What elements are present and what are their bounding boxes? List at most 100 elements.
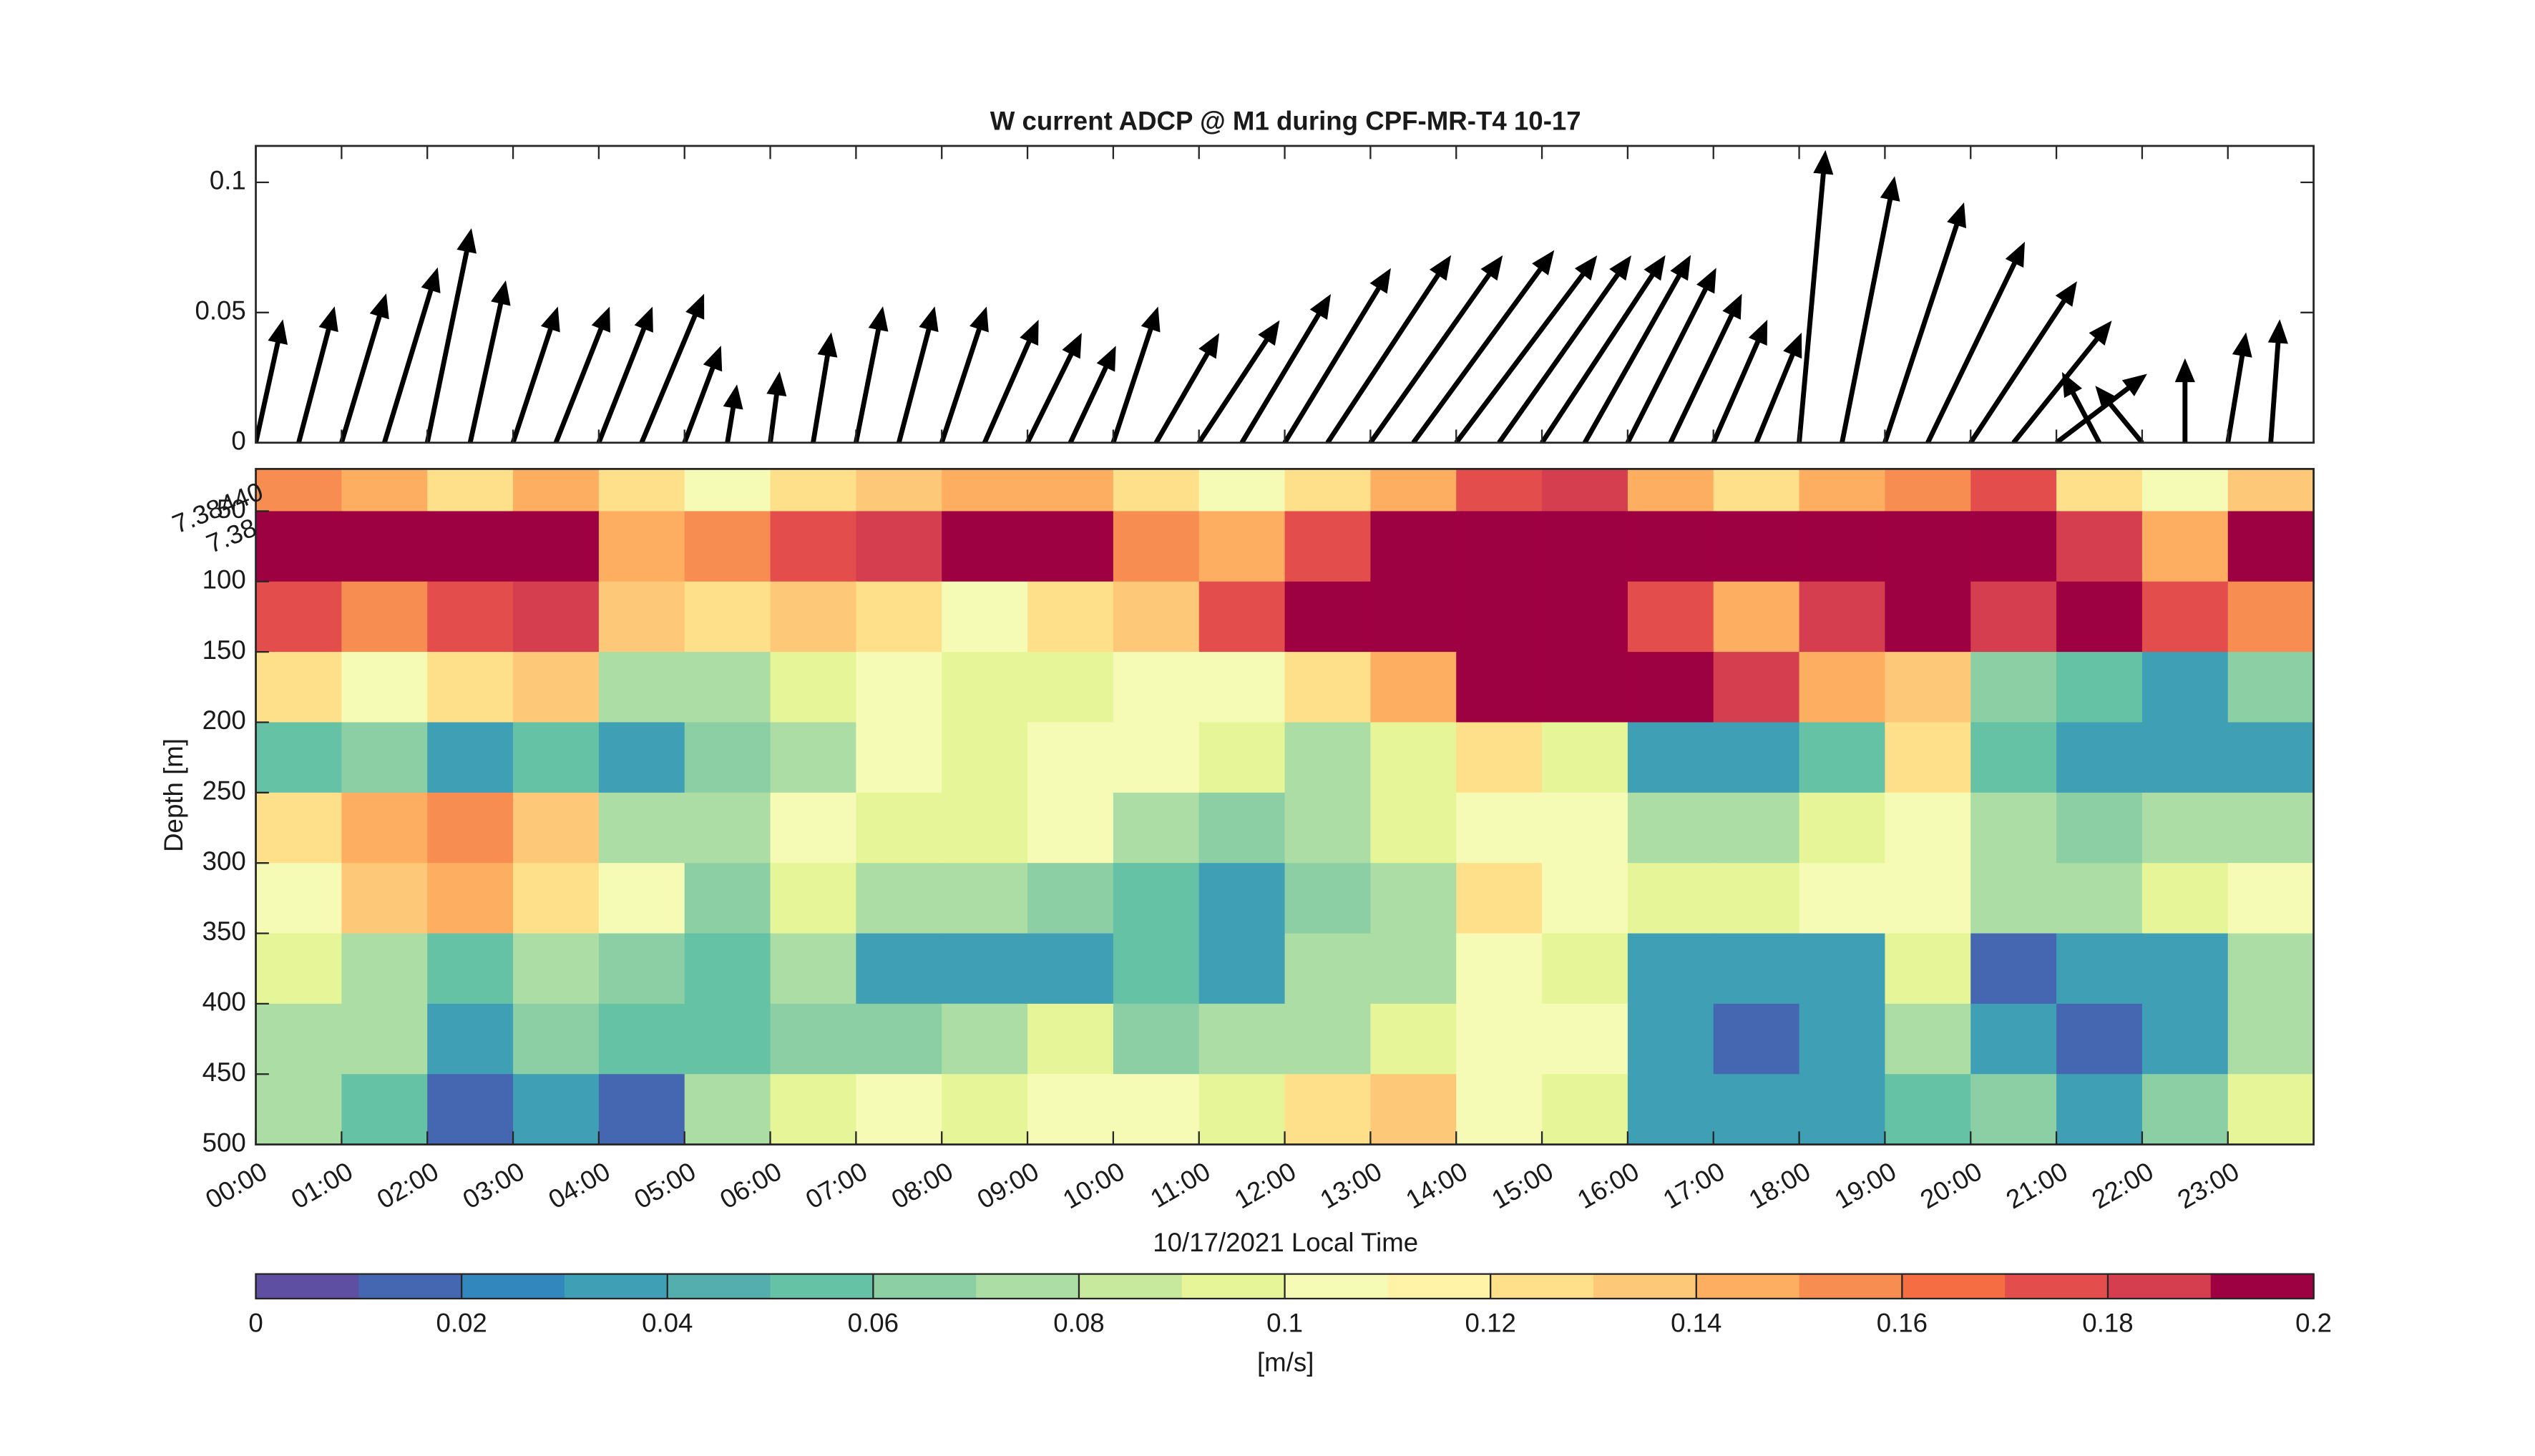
heatmap-cell	[1799, 1003, 1886, 1075]
heatmap-cell	[942, 511, 1029, 582]
heatmap-cell	[684, 792, 771, 864]
arrow	[811, 332, 838, 443]
heatmap-cell	[341, 722, 429, 793]
heatmap-cell	[255, 792, 343, 864]
heatmap-cell	[1542, 652, 1629, 723]
y-tick-label: 150	[202, 635, 246, 665]
heatmap-cell	[2056, 933, 2144, 1005]
arrow	[382, 267, 441, 443]
heatmap-cell	[1027, 1074, 1115, 1145]
heatmap-cell	[684, 933, 771, 1005]
arrow	[2174, 358, 2195, 443]
heatmap-cell	[513, 1003, 600, 1075]
heatmap-cell	[1799, 469, 1886, 512]
heatmap-cell	[770, 511, 857, 582]
x-tick-label: 21:00	[2001, 1156, 2073, 1214]
heatmap-cell	[1542, 792, 1629, 864]
heatmap-cell	[770, 1074, 857, 1145]
heatmap-cell	[1542, 1074, 1629, 1145]
y-tick-label: 50	[217, 494, 246, 524]
x-tick-label: 04:00	[544, 1156, 615, 1214]
heatmap-cell	[1713, 722, 1800, 793]
heatmap-cell	[255, 511, 343, 582]
colorbar-swatch	[1799, 1274, 1903, 1299]
heatmap-cell	[1198, 1003, 1286, 1075]
colorbar-tick-label: 0.02	[436, 1308, 487, 1337]
heatmap-cell	[255, 581, 343, 653]
arrow	[2055, 373, 2147, 443]
arrow	[596, 306, 653, 443]
colorbar-tick-label: 0	[248, 1308, 263, 1337]
heatmap-cell	[1627, 722, 1714, 793]
heatmap-cell	[2141, 1003, 2229, 1075]
y-tick-label: 300	[202, 846, 246, 876]
heatmap-cell	[1713, 469, 1800, 512]
heatmap-cell	[1542, 511, 1629, 582]
heatmap-cell	[255, 1003, 343, 1075]
x-tick-label: 00:00	[200, 1156, 272, 1214]
heatmap-cell	[513, 792, 600, 864]
heatmap-cell	[341, 1003, 429, 1075]
heatmap-cell	[2227, 581, 2315, 653]
heatmap-cell	[1370, 511, 1457, 582]
heatmap-cell	[684, 1003, 771, 1075]
x-tick-label: 14:00	[1401, 1156, 1472, 1214]
heatmap-cell	[770, 863, 857, 934]
heatmap-cell	[1885, 933, 1972, 1005]
heatmap-cell	[1970, 1003, 2058, 1075]
y-tick-label: 450	[202, 1057, 246, 1087]
arrow	[1454, 255, 1598, 443]
colorbar-swatch	[1902, 1274, 2006, 1299]
heatmap-cell	[2227, 933, 2315, 1005]
heatmap-cell	[684, 1074, 771, 1145]
heatmap-cell	[2141, 652, 2229, 723]
arrow	[1196, 320, 1280, 443]
heatmap-cell	[856, 933, 943, 1005]
arrow	[1153, 333, 1220, 443]
heatmap-cell	[598, 469, 685, 512]
heatmap-cell	[770, 652, 857, 723]
heatmap-cell	[770, 1003, 857, 1075]
colorbar-swatch	[358, 1274, 463, 1299]
heatmap-cell	[1456, 1003, 1543, 1075]
colorbar-tick-label: 0.1	[1266, 1308, 1303, 1337]
heatmap-cell	[341, 792, 429, 864]
heatmap-cell	[1370, 792, 1457, 864]
arrow	[1325, 255, 1452, 443]
heatmap-cell	[1113, 792, 1200, 864]
heatmap-cell	[684, 652, 771, 723]
heatmap-cell	[770, 792, 857, 864]
heatmap-cell	[2056, 1003, 2144, 1075]
arrow	[2225, 332, 2252, 443]
colorbar-tick-label: 0.04	[642, 1308, 693, 1337]
heatmap-cell	[1113, 469, 1200, 512]
heatmap-cell	[1027, 1003, 1115, 1075]
heatmap-cell	[598, 792, 685, 864]
arrow	[1110, 306, 1161, 443]
heatmap-cell	[770, 469, 857, 512]
colorbar-swatch	[1284, 1274, 1389, 1299]
arrow	[1968, 281, 2077, 443]
heatmap-cell	[1284, 1003, 1372, 1075]
heatmap-cell	[942, 652, 1029, 723]
heatmap-cell	[1370, 1003, 1457, 1075]
x-tick-label: 02:00	[372, 1156, 444, 1214]
arrow	[553, 306, 610, 443]
heatmap-cell	[255, 933, 343, 1005]
heatmap-cell	[1885, 1074, 1972, 1145]
colorbar-tick-label: 0.14	[1671, 1308, 1721, 1337]
heatmap-cell	[598, 652, 685, 723]
arrow	[339, 293, 389, 443]
arrow	[1368, 255, 1503, 443]
axes-box	[255, 145, 2315, 444]
heatmap-cell	[1456, 652, 1543, 723]
heatmap-cell	[427, 469, 514, 512]
heatmap-cell	[2056, 863, 2144, 934]
heatmap-cell	[684, 469, 771, 512]
heatmap-cell	[1198, 792, 1286, 864]
heatmap-cell	[1542, 581, 1629, 653]
arrow	[1540, 255, 1666, 443]
heatmap-cell	[1713, 933, 1800, 1005]
heatmap-cell	[2056, 581, 2144, 653]
arrow	[1282, 268, 1391, 443]
